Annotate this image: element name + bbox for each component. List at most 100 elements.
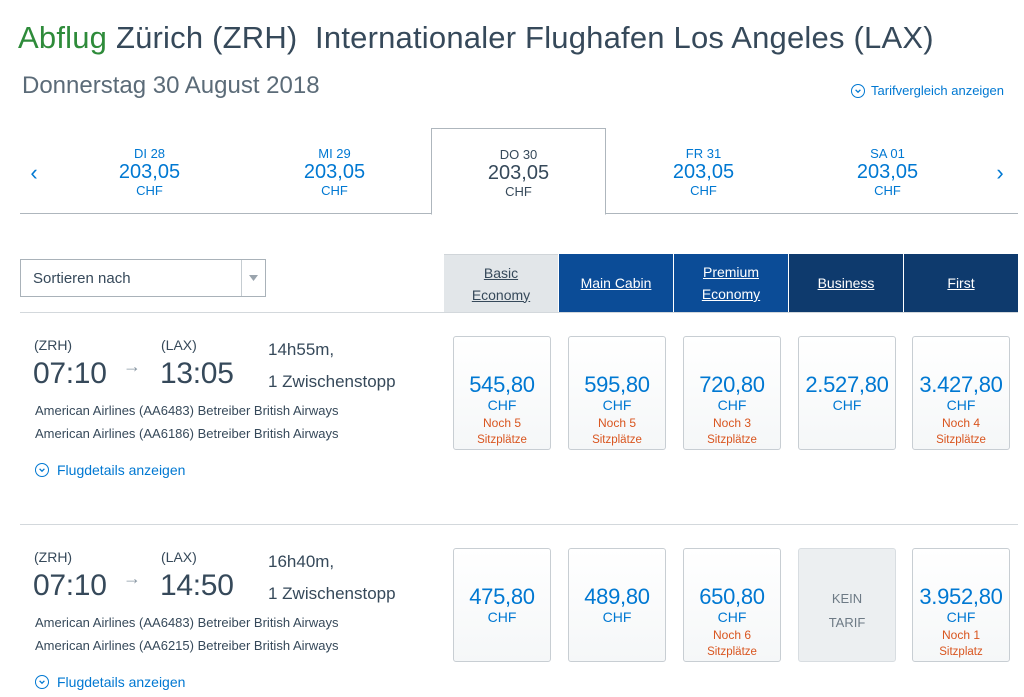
date-day: SA 01 [870, 146, 905, 161]
cabin-tab-premium-economy[interactable]: Premium Economy [674, 254, 788, 312]
date-tab-do30[interactable]: DO 30 203,05 CHF [431, 128, 606, 215]
arrow-right-icon: → [123, 568, 141, 588]
fare-premium-economy[interactable]: 650,80 CHF Noch 6 Sitzplätze [683, 548, 781, 662]
fare-currency: CHF [717, 397, 747, 413]
seats-left: Noch 3 [712, 416, 752, 430]
fare-currency: CHF [602, 397, 632, 413]
date-currency: CHF [505, 184, 532, 199]
next-day-icon[interactable]: › [996, 160, 1004, 185]
divider [20, 524, 1018, 525]
flight-details-label: Flugdetails anzeigen [57, 462, 186, 478]
seats-unit: Sitzplätze [936, 434, 986, 446]
chevron-down-icon [851, 83, 866, 98]
seats-unit: Sitzplätze [707, 434, 757, 446]
fare-amount: 545,80 [469, 372, 535, 397]
fare-main-cabin[interactable]: 595,80 CHF Noch 5 Sitzplätze [568, 336, 666, 450]
carrier-line: American Airlines (AA6186) Betreiber Bri… [35, 426, 339, 441]
departure-time: 07:10 [33, 357, 107, 390]
travel-date: Donnerstag 30 August 2018 [22, 72, 320, 99]
flight-duration: 16h40m, [268, 552, 335, 571]
flight-details-link[interactable]: Flugdetails anzeigen [35, 674, 185, 690]
cabin-tab-basic-economy[interactable]: Basic Economy [444, 254, 558, 312]
date-selector: ‹ DI 28 203,05 CHF MI 29 203,05 CHF DO 3… [20, 128, 1018, 215]
seats-unit: Sitzplatz [939, 646, 983, 658]
fare-amount: 489,80 [584, 584, 650, 609]
date-day: MI 29 [318, 146, 351, 161]
sort-select[interactable]: Sortieren nach [20, 259, 266, 297]
date-day: FR 31 [685, 146, 722, 161]
arrow-right-icon: → [123, 356, 141, 376]
fare-first[interactable]: 3.427,80 CHF Noch 4 Sitzplätze [912, 336, 1010, 450]
cabin-tab-business[interactable]: Business [789, 254, 903, 312]
date-currency: CHF [136, 183, 163, 198]
chevron-down-icon [35, 675, 49, 689]
cabin-tab-first[interactable]: First [904, 254, 1018, 312]
fare-currency: CHF [946, 609, 976, 625]
carrier-line: American Airlines (AA6215) Betreiber Bri… [35, 638, 339, 653]
fare-basic-economy[interactable]: 545,80 CHF Noch 5 Sitzplätze [453, 336, 551, 450]
cabin-tab-main-cabin[interactable]: Main Cabin [559, 254, 673, 312]
date-price: 203,05 [303, 161, 366, 183]
date-tab-sa01[interactable]: SA 01 203,05 CHF [800, 128, 975, 214]
flight-stops: 1 Zwischenstopp [268, 584, 396, 603]
date-price: 203,05 [672, 161, 735, 183]
fare-currency: CHF [832, 397, 862, 413]
seats-left: Noch 6 [712, 628, 752, 642]
seats-left: Noch 5 [597, 416, 637, 430]
date-tab-mi29[interactable]: MI 29 203,05 CHF [247, 128, 422, 214]
fare-amount: 3.427,80 [919, 372, 1003, 397]
fare-business-unavailable: KEIN TARIF [798, 548, 896, 662]
date-day: DO 30 [499, 147, 538, 162]
date-tab-di28[interactable]: DI 28 203,05 CHF [62, 128, 237, 214]
cabin-label-line1: Business [817, 275, 875, 291]
fare-amount: 720,80 [699, 372, 765, 397]
seats-unit: Sitzplätze [592, 434, 642, 446]
fare-amount: 650,80 [699, 584, 765, 609]
seats-left: Noch 1 [941, 628, 981, 642]
seats-unit: Sitzplätze [707, 646, 757, 658]
caret-down-icon [241, 260, 265, 296]
flight-stops: 1 Zwischenstopp [268, 372, 396, 391]
carrier-line: American Airlines (AA6483) Betreiber Bri… [35, 615, 339, 630]
origin-code: (ZRH) [34, 549, 73, 565]
destination-code: (LAX) [161, 549, 197, 565]
previous-day-icon[interactable]: ‹ [30, 160, 38, 185]
flight-details-label: Flugdetails anzeigen [57, 674, 186, 690]
fare-first[interactable]: 3.952,80 CHF Noch 1 Sitzplatz [912, 548, 1010, 662]
fare-business[interactable]: 2.527,80 CHF [798, 336, 896, 450]
fare-amount: 595,80 [584, 372, 650, 397]
no-fare-label: TARIF [828, 615, 866, 630]
carrier-line: American Airlines (AA6483) Betreiber Bri… [35, 403, 339, 418]
fare-premium-economy[interactable]: 720,80 CHF Noch 3 Sitzplätze [683, 336, 781, 450]
seats-unit: Sitzplätze [477, 434, 527, 446]
date-day: DI 28 [133, 146, 166, 161]
fare-amount: 2.527,80 [805, 372, 889, 397]
fare-compare-label: Tarifvergleich anzeigen [871, 83, 1004, 98]
flight-details-link[interactable]: Flugdetails anzeigen [35, 462, 185, 478]
divider [20, 312, 1018, 313]
fare-basic-economy[interactable]: 475,80 CHF [453, 548, 551, 662]
fare-compare-link[interactable]: Tarifvergleich anzeigen [851, 83, 1004, 98]
flight-duration: 14h55m, [268, 340, 335, 359]
fare-currency: CHF [602, 609, 632, 625]
cabin-label-line2: Economy [471, 286, 531, 303]
date-tab-fr31[interactable]: FR 31 203,05 CHF [616, 128, 791, 214]
date-currency: CHF [690, 183, 717, 198]
cabin-label-line1: First [947, 275, 975, 291]
date-price: 203,05 [118, 161, 181, 183]
route-title: Zürich (ZRH) Internationaler Flughafen L… [115, 20, 934, 55]
fare-main-cabin[interactable]: 489,80 CHF [568, 548, 666, 662]
fare-currency: CHF [946, 397, 976, 413]
origin-code: (ZRH) [34, 337, 73, 353]
fare-amount: 475,80 [469, 584, 535, 609]
seats-left: Noch 4 [941, 416, 981, 430]
arrival-time: 13:05 [160, 357, 234, 390]
seats-left: Noch 5 [482, 416, 522, 430]
no-fare-label: KEIN [831, 591, 863, 606]
fare-currency: CHF [717, 609, 747, 625]
fare-amount: 3.952,80 [919, 584, 1003, 609]
sort-label: Sortieren nach [33, 270, 131, 287]
page-title: Abflug Zürich (ZRH) Internationaler Flug… [18, 20, 934, 56]
fare-currency: CHF [487, 397, 517, 413]
chevron-down-icon [35, 463, 49, 477]
